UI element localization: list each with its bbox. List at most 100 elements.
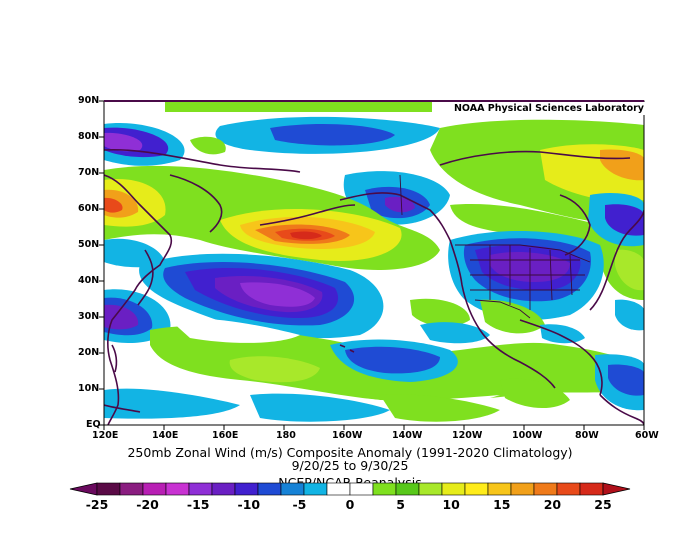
border-us-canada [455, 244, 591, 263]
lat-label-70n: 70N [78, 167, 100, 178]
colorbar-tick-label: 25 [594, 497, 612, 512]
colorbar-tick-label: 15 [493, 497, 511, 512]
contour-positive [410, 298, 470, 327]
contour-neutral [170, 318, 300, 343]
colorbar-tick-label: -20 [136, 497, 159, 512]
contour-negative [104, 304, 139, 330]
colorbar-swatch [395, 482, 420, 496]
contour-negative [250, 393, 390, 422]
border-alaska [399, 174, 403, 216]
colorbar-swatch [280, 482, 305, 496]
colorbar-high-arrow [602, 482, 631, 496]
colorbar-swatch [487, 482, 512, 496]
anomaly-field [104, 101, 644, 425]
coastline-arctic [439, 150, 631, 166]
contour-positive [500, 378, 570, 409]
colorbar-swatch [188, 482, 213, 496]
contour-positive [600, 149, 644, 181]
contour-negative [605, 204, 644, 236]
lon-label-140e: 140E [152, 430, 179, 441]
border-us-mexico [474, 299, 531, 319]
lon-label-180: 180 [276, 430, 296, 441]
colorbar-swatch [372, 482, 397, 496]
coastline-sa [599, 394, 644, 425]
lat-label-50n: 50N [78, 239, 100, 250]
coastline-philippines [111, 344, 118, 373]
contour-positive [480, 299, 545, 334]
credit-label: NOAA Physical Sciences Laboratory [432, 102, 646, 115]
colorbar-tick-label: -15 [186, 497, 210, 512]
coastline-aleutians [259, 204, 356, 226]
contour-negative [270, 124, 395, 146]
lat-label-10n: 10N [78, 383, 100, 394]
lat-label-80n: 80N [78, 131, 100, 142]
lat-label-eq: EQ [86, 419, 101, 430]
colorbar-tick-label: -25 [85, 497, 109, 512]
colorbar-swatch [96, 482, 121, 496]
coastline-siberia-north [104, 148, 301, 173]
contour-negative [385, 196, 415, 213]
lat-label-90n: 90N [78, 95, 100, 106]
colorbar-tick-label: 10 [442, 497, 460, 512]
contour-negative [240, 282, 315, 307]
colorbar-swatch [579, 482, 604, 496]
colorbar [69, 482, 631, 496]
coastline-gulf [519, 319, 603, 396]
contour-positive [104, 197, 123, 213]
lon-label-120e: 120E [92, 430, 119, 441]
lat-label-40n: 40N [78, 275, 100, 286]
coastline-indonesia [104, 404, 141, 413]
contour-negative [615, 299, 644, 331]
colorbar-swatch [441, 482, 466, 496]
lon-label-60w: 60W [635, 430, 659, 441]
colorbar-swatch [257, 482, 282, 496]
lat-label-30n: 30N [78, 311, 100, 322]
coastlines [104, 148, 644, 425]
colorbar-swatch [556, 482, 581, 496]
coastline-na-east [589, 209, 644, 311]
coastline-kamchatka [169, 174, 223, 233]
political-borders [399, 174, 591, 319]
contour-negative [420, 322, 490, 344]
coastline-asia [104, 174, 173, 425]
colorbar-swatch [510, 482, 535, 496]
lon-label-140w: 140W [392, 430, 423, 441]
colorbar-tick-label: -5 [292, 497, 307, 512]
lat-ticks [99, 100, 104, 426]
lon-label-100w: 100W [512, 430, 543, 441]
contour-negative [540, 324, 585, 344]
coastline-na-west [449, 239, 556, 389]
date-range: 9/20/25 to 9/30/25 [291, 458, 409, 473]
lon-label-120w: 120W [452, 430, 483, 441]
map-title: 250mb Zonal Wind (m/s) Composite Anomaly… [127, 445, 573, 460]
lat-label-60n: 60N [78, 203, 100, 214]
colorbar-swatch [119, 482, 144, 496]
contour-positive [450, 204, 644, 255]
contour-positive [290, 231, 322, 240]
border-states [470, 245, 585, 310]
contour-positive [615, 249, 644, 291]
contour-positive [229, 356, 320, 383]
colorbar-tick-label: -10 [237, 497, 261, 512]
colorbar-tick-label: 20 [543, 497, 562, 512]
colorbar-swatch [464, 482, 489, 496]
lon-label-160e: 160E [212, 430, 239, 441]
contour-positive [190, 136, 226, 155]
colorbar-swatch [349, 482, 374, 496]
colorbar-low-arrow [69, 482, 98, 496]
lon-ticks [103, 425, 645, 430]
colorbar-swatch [165, 482, 190, 496]
coastline-hawaii [339, 344, 355, 353]
colorbar-swatch [533, 482, 558, 496]
colorbar-tick-label: 5 [396, 497, 405, 512]
lat-label-20n: 20N [78, 347, 100, 358]
colorbar-tick-label: 0 [345, 497, 355, 512]
colorbar-swatch [303, 482, 328, 496]
colorbar-swatch [234, 482, 259, 496]
contour-positive [165, 101, 432, 112]
contour-negative [608, 364, 644, 396]
colorbar-swatch [418, 482, 443, 496]
contour-positive [380, 394, 500, 422]
contour-negative [104, 132, 143, 152]
